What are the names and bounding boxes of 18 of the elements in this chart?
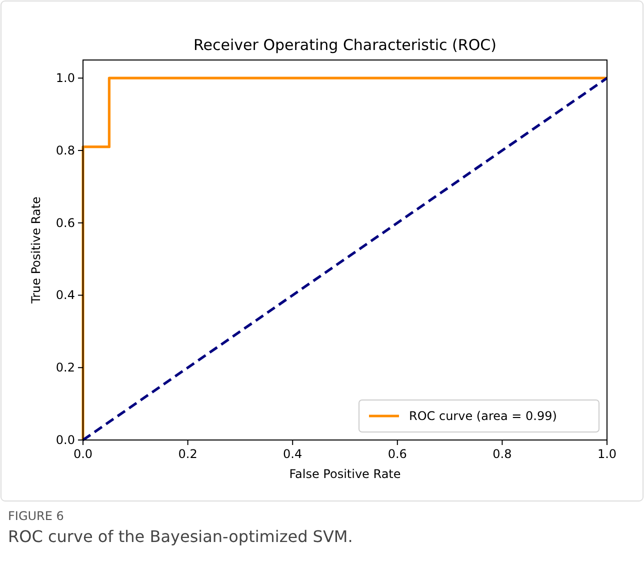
x-tick-label: 0.0 xyxy=(73,447,93,461)
y-tick-label: 0.6 xyxy=(56,216,75,230)
x-axis-title: False Positive Rate xyxy=(289,467,401,481)
chart-title: Receiver Operating Characteristic (ROC) xyxy=(194,36,496,54)
caption: FIGURE 6 xyxy=(8,509,64,523)
x-tick-label: 0.8 xyxy=(492,447,512,461)
y-tick-label: 0.0 xyxy=(56,433,75,447)
y-tick-label: 0.8 xyxy=(56,143,75,158)
x-tick-label: 0.6 xyxy=(388,447,407,461)
x-tick-label: 0.2 xyxy=(178,447,198,461)
x-tick-label: 0.4 xyxy=(283,447,302,461)
y-axis-title: True Positive Rate xyxy=(29,196,43,304)
y-tick-label: 1.0 xyxy=(56,71,75,86)
text: ROC curve of the Bayesian-optimized SVM. xyxy=(8,527,353,546)
x-tick-label: 1.0 xyxy=(597,447,617,461)
y-tick-label: 0.2 xyxy=(56,360,75,375)
legend-label: ROC curve (area = 0.99) xyxy=(409,409,557,423)
y-tick-label: 0.4 xyxy=(56,288,75,302)
